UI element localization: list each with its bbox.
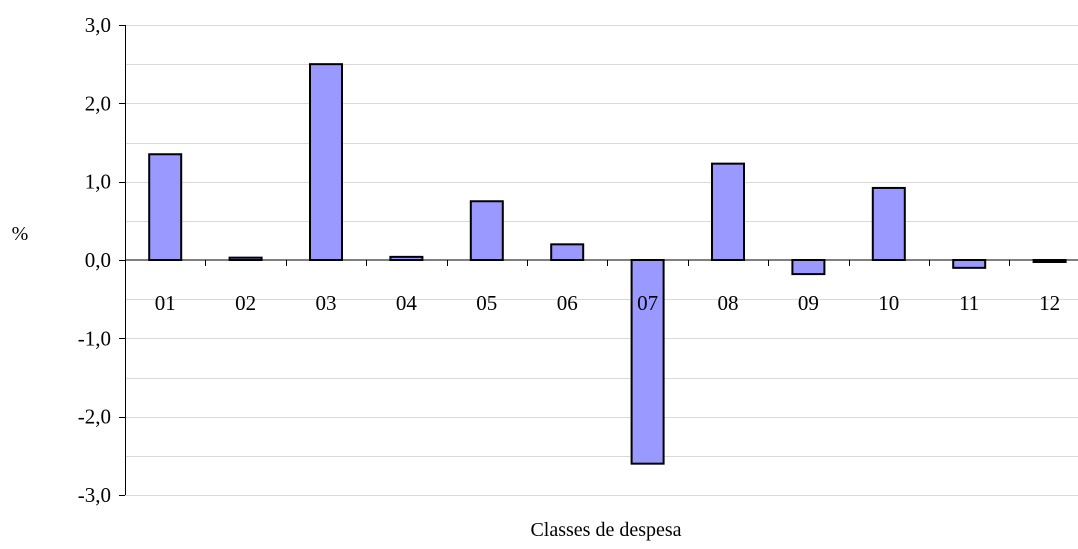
x-tick-label: 10 [878,291,899,315]
x-tick-label: 12 [1039,291,1060,315]
bar-10 [871,186,906,261]
x-tick-label: 05 [476,291,497,315]
y-tick-label: -3,0 [78,483,111,507]
y-tick-label: 3,0 [85,13,111,37]
bar-07 [630,259,665,465]
bar-06 [550,243,585,261]
x-tick-label: 02 [235,291,256,315]
y-tick-label: 0,0 [85,248,111,272]
bar-05 [469,200,504,261]
x-tick-label: 01 [155,291,176,315]
bar-09 [791,259,826,276]
x-tick-label: 06 [557,291,578,315]
x-tick-label: 09 [798,291,819,315]
bars [148,63,1067,465]
bar-03 [309,63,343,261]
y-tick-label: 2,0 [85,91,111,115]
axes [119,25,1078,496]
x-tick-label: 07 [637,291,658,315]
x-tick-label: 03 [316,291,337,315]
gridlines [125,25,1078,496]
y-axis-title: % [12,223,29,245]
x-tick-label: 04 [396,291,418,315]
y-tick-label: -2,0 [78,405,111,429]
y-tick-label: -1,0 [78,326,111,350]
bar-08 [711,162,745,261]
bar-01 [148,153,183,261]
y-tick-label: 1,0 [85,170,111,194]
bar-11 [952,259,987,269]
x-axis-title: Classes de despesa [530,519,681,541]
x-tick-label: 08 [718,291,739,315]
tick-labels: -3,0 -2,0 -1,0 0,0 1,0 2,0 3,0 01 02 03 04 05 06 07 08… [78,13,1060,507]
x-tick-label: 11 [959,291,979,315]
